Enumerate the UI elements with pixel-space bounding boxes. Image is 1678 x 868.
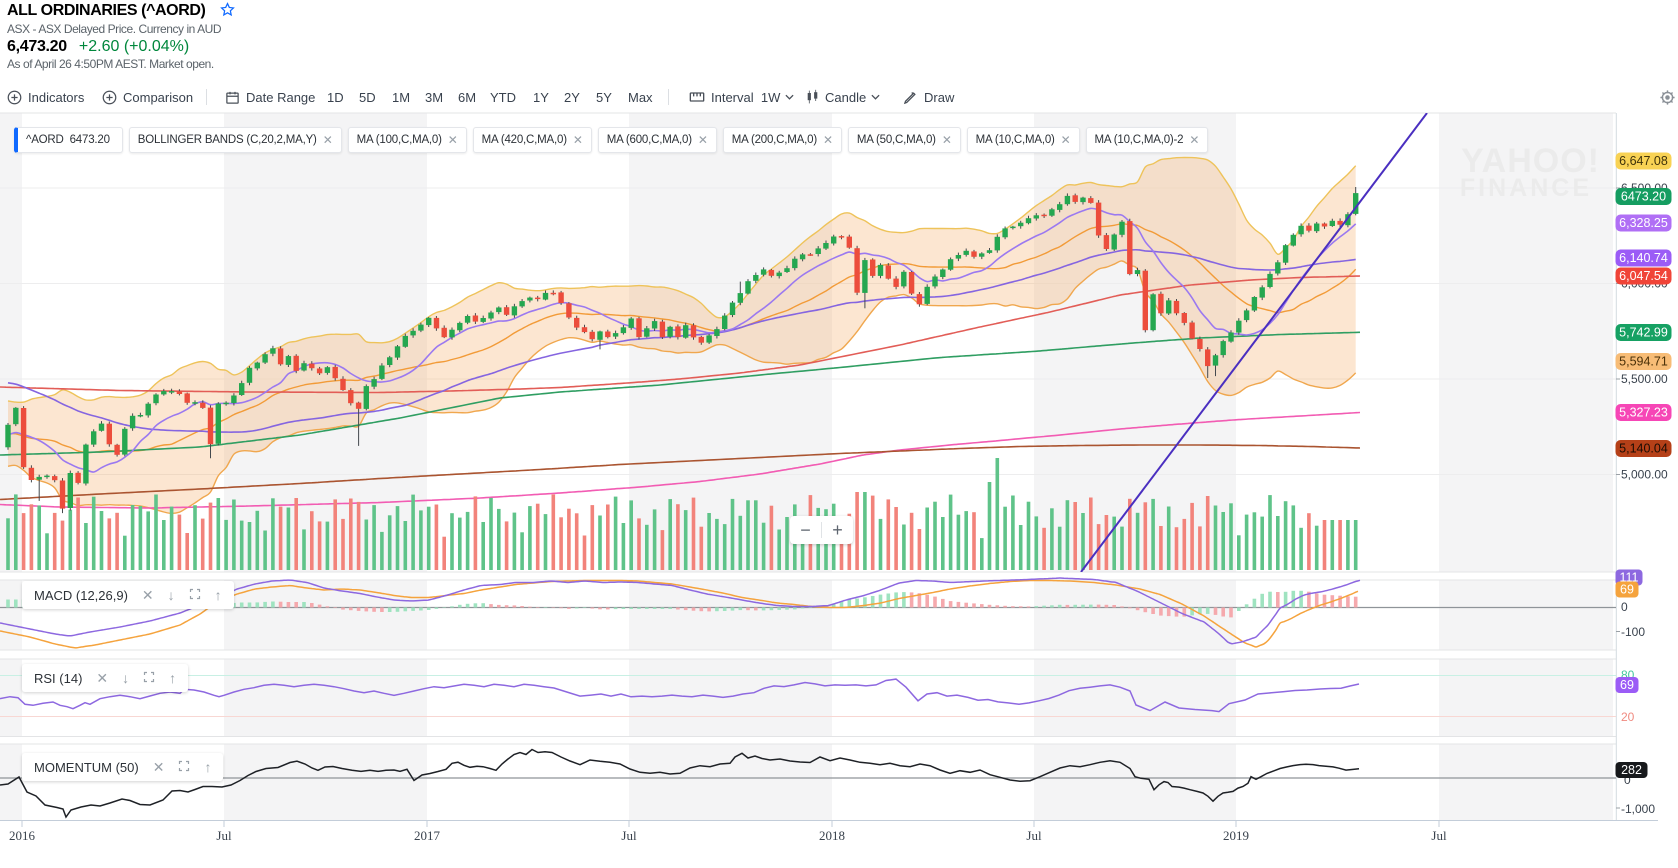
svg-text:6,047.54: 6,047.54: [1619, 269, 1668, 283]
svg-text:0: 0: [1621, 600, 1628, 614]
svg-text:-1,000: -1,000: [1621, 802, 1655, 816]
svg-text:20: 20: [1621, 710, 1635, 724]
svg-text:2016: 2016: [9, 828, 36, 843]
svg-text:Jul: Jul: [1431, 828, 1447, 843]
svg-text:5,140.04: 5,140.04: [1619, 442, 1668, 456]
svg-text:FINANCE: FINANCE: [1460, 174, 1592, 202]
svg-text:Jul: Jul: [1026, 828, 1042, 843]
svg-text:5,000.00: 5,000.00: [1621, 468, 1668, 482]
svg-text:2019: 2019: [1223, 828, 1249, 843]
svg-text:111: 111: [1619, 571, 1638, 585]
svg-text:5,327.23: 5,327.23: [1619, 406, 1668, 420]
svg-text:6,647.08: 6,647.08: [1619, 154, 1668, 168]
svg-text:Jul: Jul: [621, 828, 637, 843]
svg-text:5,742.99: 5,742.99: [1619, 326, 1668, 340]
svg-text:2017: 2017: [414, 828, 441, 843]
svg-text:6,140.74: 6,140.74: [1619, 251, 1668, 265]
svg-text:69: 69: [1620, 678, 1634, 692]
svg-text:0: 0: [1624, 773, 1631, 787]
svg-text:6,328.25: 6,328.25: [1619, 216, 1668, 230]
svg-text:-100: -100: [1621, 625, 1645, 639]
svg-text:Jul: Jul: [216, 828, 232, 843]
svg-text:5,594.71: 5,594.71: [1619, 355, 1668, 369]
svg-text:69: 69: [1620, 583, 1634, 597]
svg-text:6473.20: 6473.20: [1621, 190, 1666, 204]
svg-text:282: 282: [1621, 763, 1642, 777]
svg-text:5,500.00: 5,500.00: [1621, 372, 1668, 386]
svg-text:YAHOO!: YAHOO!: [1461, 142, 1600, 180]
svg-text:2018: 2018: [819, 828, 845, 843]
